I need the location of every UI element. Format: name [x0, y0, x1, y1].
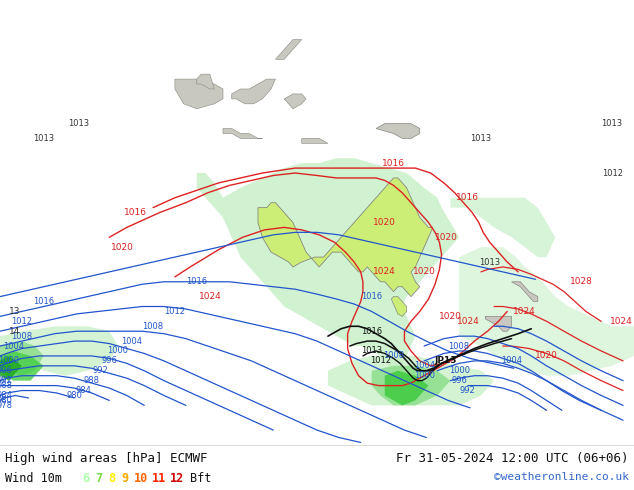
Polygon shape: [258, 178, 433, 296]
Text: 1016: 1016: [33, 297, 55, 306]
Polygon shape: [302, 138, 328, 144]
Polygon shape: [0, 341, 44, 376]
Polygon shape: [459, 247, 634, 376]
Text: 1020: 1020: [111, 243, 134, 252]
Text: 1004: 1004: [120, 337, 141, 345]
Text: Fr 31-05-2024 12:00 UTC (06+06): Fr 31-05-2024 12:00 UTC (06+06): [396, 452, 629, 465]
Text: High wind areas [hPa] ECMWF: High wind areas [hPa] ECMWF: [5, 452, 207, 465]
Text: 1008: 1008: [143, 322, 164, 331]
Text: 1028: 1028: [570, 277, 593, 286]
Polygon shape: [223, 128, 262, 138]
Text: 1000: 1000: [449, 366, 470, 375]
Text: 1013: 1013: [361, 346, 382, 355]
Text: 1013: 1013: [479, 258, 500, 267]
Text: Bft: Bft: [190, 472, 211, 485]
Text: 1012: 1012: [370, 356, 391, 366]
Text: 1016: 1016: [361, 292, 382, 301]
Text: 14: 14: [9, 327, 20, 336]
Text: 11: 11: [152, 472, 166, 485]
Text: 7: 7: [95, 472, 102, 485]
Text: ©weatheronline.co.uk: ©weatheronline.co.uk: [494, 472, 629, 482]
Text: 1000: 1000: [0, 356, 19, 366]
Text: 13: 13: [9, 307, 20, 316]
Polygon shape: [0, 356, 22, 381]
Text: Wind 10m: Wind 10m: [5, 472, 62, 485]
Polygon shape: [175, 79, 223, 109]
Polygon shape: [391, 296, 406, 317]
Text: 1016: 1016: [456, 193, 479, 202]
Polygon shape: [0, 326, 118, 376]
Text: 1012: 1012: [11, 317, 32, 326]
Text: 980: 980: [67, 391, 82, 400]
Text: 8: 8: [108, 472, 115, 485]
Text: 1000: 1000: [413, 371, 435, 380]
Text: 6: 6: [82, 472, 89, 485]
Text: 1012: 1012: [164, 307, 185, 316]
Text: 1020: 1020: [434, 233, 457, 242]
Text: 1004: 1004: [3, 342, 23, 350]
Polygon shape: [197, 158, 459, 371]
Text: 996: 996: [0, 366, 12, 375]
Text: 1016: 1016: [124, 208, 147, 217]
Text: 1013: 1013: [68, 119, 89, 128]
Text: 1024: 1024: [373, 268, 396, 276]
Polygon shape: [372, 366, 450, 405]
Polygon shape: [486, 317, 512, 331]
Text: 1020: 1020: [439, 312, 462, 321]
Text: 988: 988: [0, 381, 13, 390]
Text: 992: 992: [460, 386, 476, 395]
Text: JP13: JP13: [435, 356, 457, 366]
Text: 996: 996: [451, 376, 467, 385]
Polygon shape: [284, 94, 306, 109]
Polygon shape: [197, 74, 214, 89]
Polygon shape: [232, 79, 275, 104]
Text: 1008: 1008: [448, 342, 470, 350]
Polygon shape: [0, 351, 44, 381]
Text: 1020: 1020: [413, 268, 436, 276]
Polygon shape: [385, 371, 429, 405]
Text: 1004: 1004: [413, 361, 435, 370]
Text: 1024: 1024: [609, 317, 632, 326]
Polygon shape: [450, 198, 555, 257]
Polygon shape: [376, 123, 420, 138]
Text: 1016: 1016: [186, 277, 207, 286]
Text: 1016: 1016: [382, 159, 405, 168]
Text: 1016: 1016: [361, 327, 382, 336]
Text: 1004: 1004: [501, 356, 522, 366]
Text: 1024: 1024: [514, 307, 536, 316]
Text: 984: 984: [75, 386, 91, 395]
Text: 1008: 1008: [383, 351, 404, 361]
Text: 1024: 1024: [198, 292, 221, 301]
Text: 1020: 1020: [535, 351, 558, 361]
Polygon shape: [512, 282, 538, 301]
Text: 992: 992: [0, 376, 12, 385]
Text: 1012: 1012: [602, 169, 623, 177]
Text: 984: 984: [0, 391, 12, 400]
Text: 1024: 1024: [456, 317, 479, 326]
Polygon shape: [328, 356, 494, 405]
Text: 1020: 1020: [373, 218, 396, 227]
Text: 988: 988: [84, 376, 100, 385]
Text: 1013: 1013: [602, 119, 623, 128]
Text: 1013: 1013: [470, 134, 491, 143]
Text: 12: 12: [170, 472, 184, 485]
Text: 1013: 1013: [33, 134, 55, 143]
Text: 9: 9: [121, 472, 128, 485]
Text: 992: 992: [93, 366, 108, 375]
Text: 978: 978: [0, 401, 13, 410]
Text: 996: 996: [101, 356, 117, 366]
Text: 10: 10: [134, 472, 148, 485]
Text: 980: 980: [0, 396, 12, 405]
Polygon shape: [275, 40, 302, 59]
Text: 1000: 1000: [108, 346, 129, 355]
Text: 1008: 1008: [11, 332, 32, 341]
